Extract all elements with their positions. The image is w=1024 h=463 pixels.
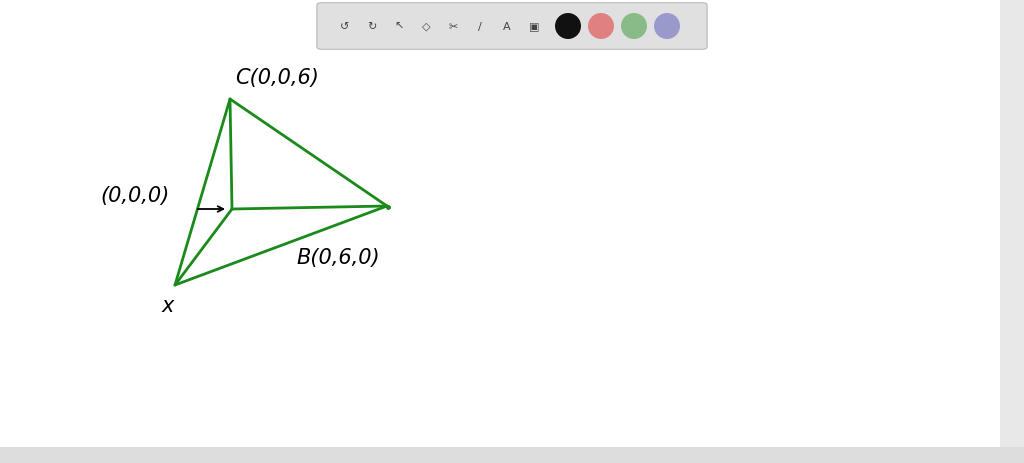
Text: (0,0,0): (0,0,0) bbox=[100, 186, 169, 206]
Text: ▣: ▣ bbox=[528, 22, 540, 32]
Text: ◇: ◇ bbox=[422, 22, 430, 32]
Ellipse shape bbox=[555, 14, 581, 40]
Text: x: x bbox=[162, 295, 174, 315]
Bar bbox=[1000, 0, 1024, 447]
Text: ↖: ↖ bbox=[394, 22, 403, 32]
Text: ↻: ↻ bbox=[368, 22, 377, 32]
Ellipse shape bbox=[654, 14, 680, 40]
Text: /: / bbox=[478, 22, 482, 32]
Text: A: A bbox=[503, 22, 511, 32]
Text: B(0,6,0): B(0,6,0) bbox=[296, 247, 380, 268]
Ellipse shape bbox=[588, 14, 614, 40]
FancyBboxPatch shape bbox=[316, 4, 708, 50]
Bar bbox=[0, 447, 1024, 463]
Text: ↺: ↺ bbox=[340, 22, 349, 32]
Ellipse shape bbox=[621, 14, 647, 40]
Text: C(0,0,6): C(0,0,6) bbox=[234, 68, 318, 88]
Text: ✂: ✂ bbox=[449, 22, 458, 32]
